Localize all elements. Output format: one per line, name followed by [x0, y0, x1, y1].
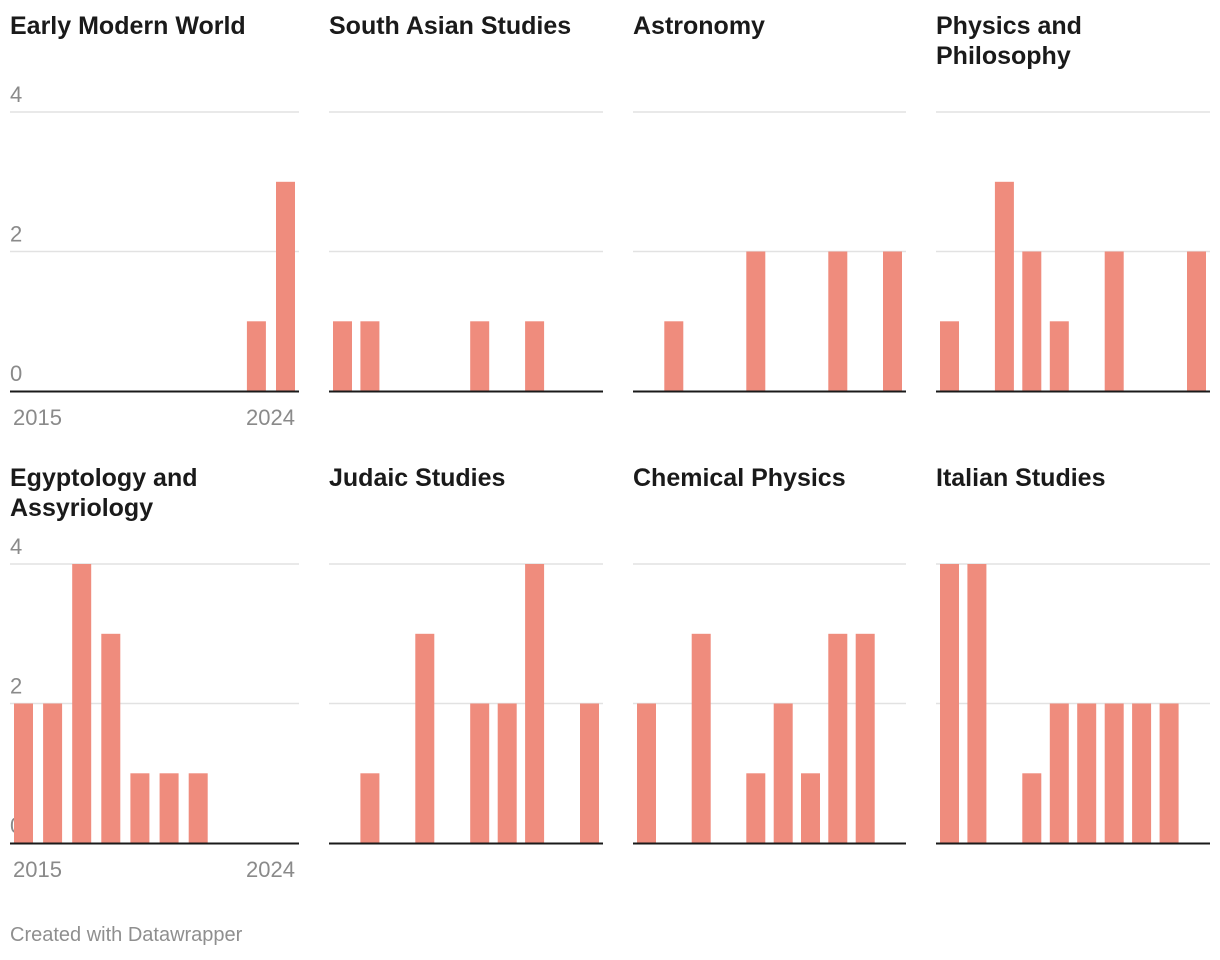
bar-italian-studies-2016: [967, 564, 987, 843]
y-tick-label: 4: [10, 82, 22, 107]
y-tick-label: 0: [10, 361, 22, 386]
bar-egyptology-and-assyriology-2020: [159, 773, 179, 844]
bar-chemical-physics-2015: [637, 703, 656, 843]
bar-south-asian-studies-2020: [470, 321, 490, 392]
bar-south-asian-studies-2015: [333, 321, 352, 392]
bar-chemical-physics-2021: [801, 773, 820, 844]
bar-south-asian-studies-2016: [360, 321, 380, 392]
panel-title-physics-and-philosophy: Philosophy: [936, 42, 1071, 70]
bar-judaic-studies-2024: [580, 703, 599, 843]
bar-early-modern-world-2024: [276, 181, 295, 392]
bar-astronomy-2024: [883, 251, 902, 391]
panel-title-italian-studies: Italian Studies: [936, 464, 1105, 492]
panel-title-chemical-physics: Chemical Physics: [633, 464, 846, 492]
panel-title-physics-and-philosophy: Physics and: [936, 12, 1082, 40]
bar-judaic-studies-2022: [525, 564, 545, 843]
bar-egyptology-and-assyriology-2015: [14, 703, 33, 843]
bar-italian-studies-2020: [1077, 703, 1097, 843]
x-tick-label-start: 2015: [13, 405, 62, 430]
bar-physics-and-philosophy-2018: [1022, 251, 1042, 391]
bar-judaic-studies-2016: [360, 773, 380, 844]
bar-italian-studies-2018: [1022, 773, 1042, 844]
panel-title-egyptology-and-assyriology: Egyptology and: [10, 464, 198, 492]
y-tick-label: 2: [10, 674, 22, 699]
bar-chemical-physics-2017: [691, 633, 711, 844]
bar-physics-and-philosophy-2017: [994, 181, 1014, 392]
bar-chemical-physics-2020: [773, 703, 793, 843]
bar-italian-studies-2022: [1132, 703, 1152, 843]
bar-egyptology-and-assyriology-2016: [43, 703, 63, 843]
bar-south-asian-studies-2022: [525, 321, 545, 392]
panel-title-early-modern-world: Early Modern World: [10, 12, 246, 40]
bar-italian-studies-2015: [940, 564, 959, 843]
bar-egyptology-and-assyriology-2017: [72, 564, 92, 843]
bar-astronomy-2022: [828, 251, 848, 391]
panel-title-egyptology-and-assyriology: Assyriology: [10, 494, 153, 522]
bar-judaic-studies-2021: [497, 703, 517, 843]
panel-title-astronomy: Astronomy: [633, 12, 765, 40]
bar-italian-studies-2023: [1159, 703, 1179, 843]
bar-physics-and-philosophy-2015: [940, 321, 959, 392]
bar-judaic-studies-2020: [470, 703, 490, 843]
bar-physics-and-philosophy-2024: [1187, 251, 1206, 391]
bar-egyptology-and-assyriology-2019: [130, 773, 150, 844]
y-tick-label: 4: [10, 534, 22, 559]
y-tick-label: 2: [10, 222, 22, 247]
bar-egyptology-and-assyriology-2021: [188, 773, 208, 844]
bar-early-modern-world-2023: [246, 321, 266, 392]
x-tick-label-end: 2024: [246, 857, 295, 882]
bar-judaic-studies-2018: [415, 633, 435, 844]
x-tick-label-start: 2015: [13, 857, 62, 882]
bar-astronomy-2019: [746, 251, 766, 391]
bar-italian-studies-2019: [1049, 703, 1069, 843]
panel-title-judaic-studies: Judaic Studies: [329, 464, 505, 492]
bar-astronomy-2016: [664, 321, 684, 392]
panel-title-south-asian-studies: South Asian Studies: [329, 12, 571, 40]
bar-chemical-physics-2019: [746, 773, 766, 844]
bar-physics-and-philosophy-2021: [1104, 251, 1124, 391]
bar-italian-studies-2021: [1104, 703, 1124, 843]
bar-physics-and-philosophy-2019: [1049, 321, 1069, 392]
footer-credit: Created with Datawrapper: [10, 924, 243, 946]
bar-chemical-physics-2023: [855, 633, 875, 844]
bar-chemical-physics-2022: [828, 633, 848, 844]
bar-egyptology-and-assyriology-2018: [101, 633, 121, 844]
x-tick-label-end: 2024: [246, 405, 295, 430]
